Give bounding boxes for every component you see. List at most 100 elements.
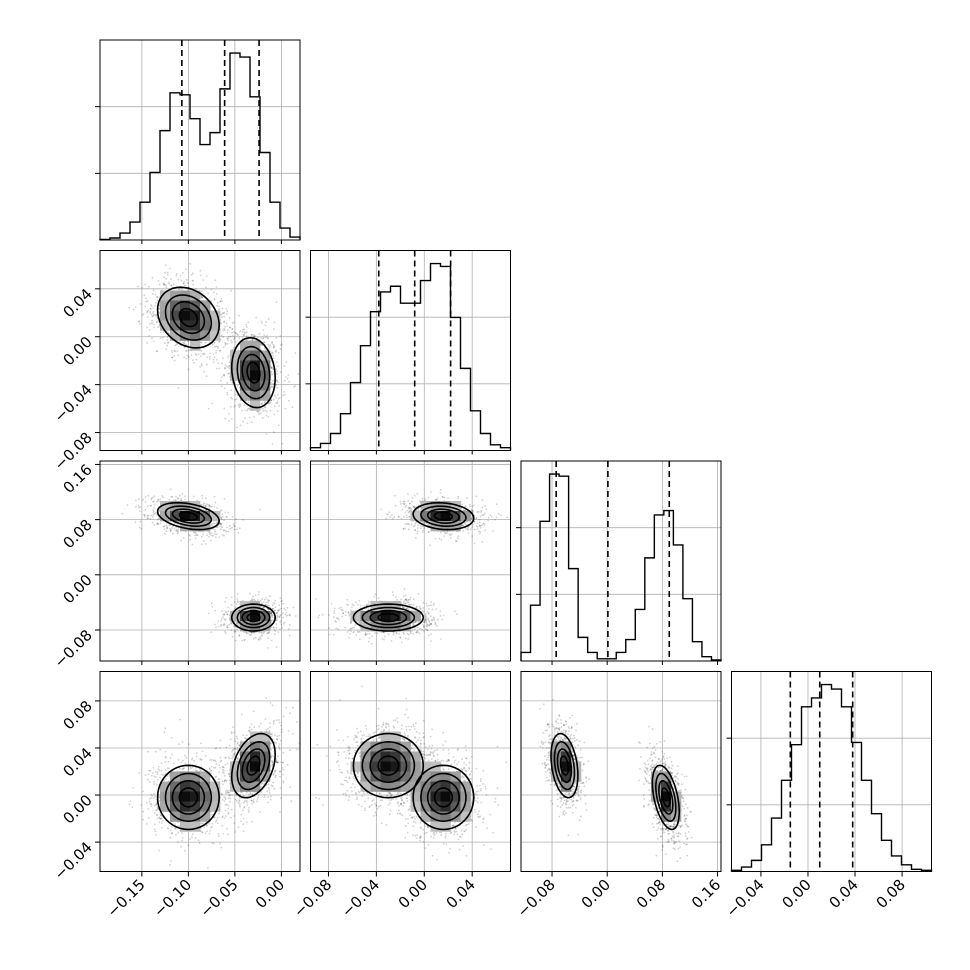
scatter-point (244, 409, 246, 411)
scatter-point (217, 526, 219, 528)
scatter-point (230, 418, 233, 420)
scatter-point (257, 336, 259, 339)
scatter-point (244, 332, 247, 334)
scatter-point (258, 411, 260, 413)
scatter-point (283, 622, 285, 625)
scatter-point (180, 279, 183, 282)
panel-content (100, 461, 300, 661)
scatter-point (271, 373, 274, 376)
scatter-point (241, 330, 244, 333)
scatter-point (403, 588, 406, 590)
scatter-point (221, 518, 223, 520)
scatter-point (180, 497, 183, 500)
scatter-point (288, 399, 290, 402)
scatter-point (270, 366, 272, 369)
scatter-point (199, 269, 202, 272)
scatter-point (224, 600, 227, 603)
scatter-point (260, 408, 262, 410)
scatter-point (479, 525, 482, 527)
scatter-point (465, 522, 467, 524)
scatter-point (213, 298, 216, 301)
contour-level-1 (156, 286, 221, 349)
scatter-point (415, 631, 418, 634)
scatter-point (189, 262, 192, 265)
density-cell (210, 511, 221, 522)
scatter-point (257, 591, 260, 593)
scatter-point (276, 614, 279, 617)
scatter-point (220, 334, 223, 337)
scatter-point (335, 621, 337, 623)
scatter-point (210, 602, 213, 605)
scatter-point (408, 515, 411, 518)
scatter-point (121, 512, 124, 515)
scatter-point (163, 528, 166, 531)
scatter-point (430, 491, 433, 493)
scatter-point (201, 494, 203, 497)
scatter-point (167, 273, 169, 276)
scatter-point (231, 636, 234, 638)
scatter-point (283, 621, 286, 624)
scatter-point (266, 632, 269, 634)
scatter-point (211, 505, 214, 508)
scatter-point (404, 511, 407, 514)
scatter-point (134, 306, 137, 308)
scatter-point (276, 372, 278, 375)
scatter-point (277, 381, 279, 383)
scatter-point (243, 404, 246, 406)
scatter-point (144, 283, 147, 286)
scatter-point (212, 353, 215, 355)
scatter-point (270, 399, 273, 402)
scatter-point (286, 377, 289, 380)
scatter-point (427, 611, 430, 614)
scatter-point (261, 417, 264, 419)
scatter-point (481, 541, 484, 543)
scatter-point (275, 646, 278, 648)
scatter-point (220, 525, 223, 527)
density-cell (260, 621, 271, 632)
scatter-point (166, 527, 168, 529)
scatter-point (177, 527, 180, 529)
scatter-point (280, 344, 282, 346)
scatter-point (262, 329, 265, 331)
density-cell (190, 511, 201, 522)
scatter-point (275, 301, 278, 303)
scatter-point (422, 607, 424, 609)
density-cell (210, 330, 221, 341)
density-cell (200, 521, 211, 532)
scatter-point (434, 498, 437, 501)
scatter-point (224, 366, 227, 369)
scatter-point (242, 518, 245, 521)
scatter-point (147, 316, 149, 318)
scatter-point (408, 516, 411, 518)
scatter-point (182, 282, 185, 285)
scatter-point (222, 357, 224, 360)
scatter-point (140, 528, 143, 530)
scatter-point (173, 522, 176, 525)
scatter-point (258, 631, 260, 634)
scatter-point (273, 609, 276, 612)
scatter-point (354, 624, 356, 626)
scatter-point (155, 321, 158, 324)
scatter-point (137, 320, 140, 323)
scatter-point (273, 321, 276, 324)
scatter-point (149, 312, 152, 314)
scatter-point (173, 354, 176, 357)
scatter-point (218, 305, 221, 308)
scatter-point (483, 512, 486, 515)
scatter-point (231, 341, 233, 344)
scatter-point (138, 506, 140, 509)
scatter-point (191, 359, 194, 361)
scatter-point (414, 621, 417, 623)
scatter-point (155, 512, 157, 514)
scatter-point (158, 500, 161, 502)
scatter-point (214, 279, 217, 282)
scatter-point (266, 599, 269, 601)
scatter-point (194, 534, 197, 537)
scatter-point (162, 330, 165, 333)
scatter-point (487, 516, 490, 519)
density-cell (160, 501, 171, 512)
scatter-point (357, 630, 359, 632)
scatter-point (195, 288, 197, 290)
scatter-point (253, 335, 256, 337)
scatter-point (207, 407, 210, 410)
